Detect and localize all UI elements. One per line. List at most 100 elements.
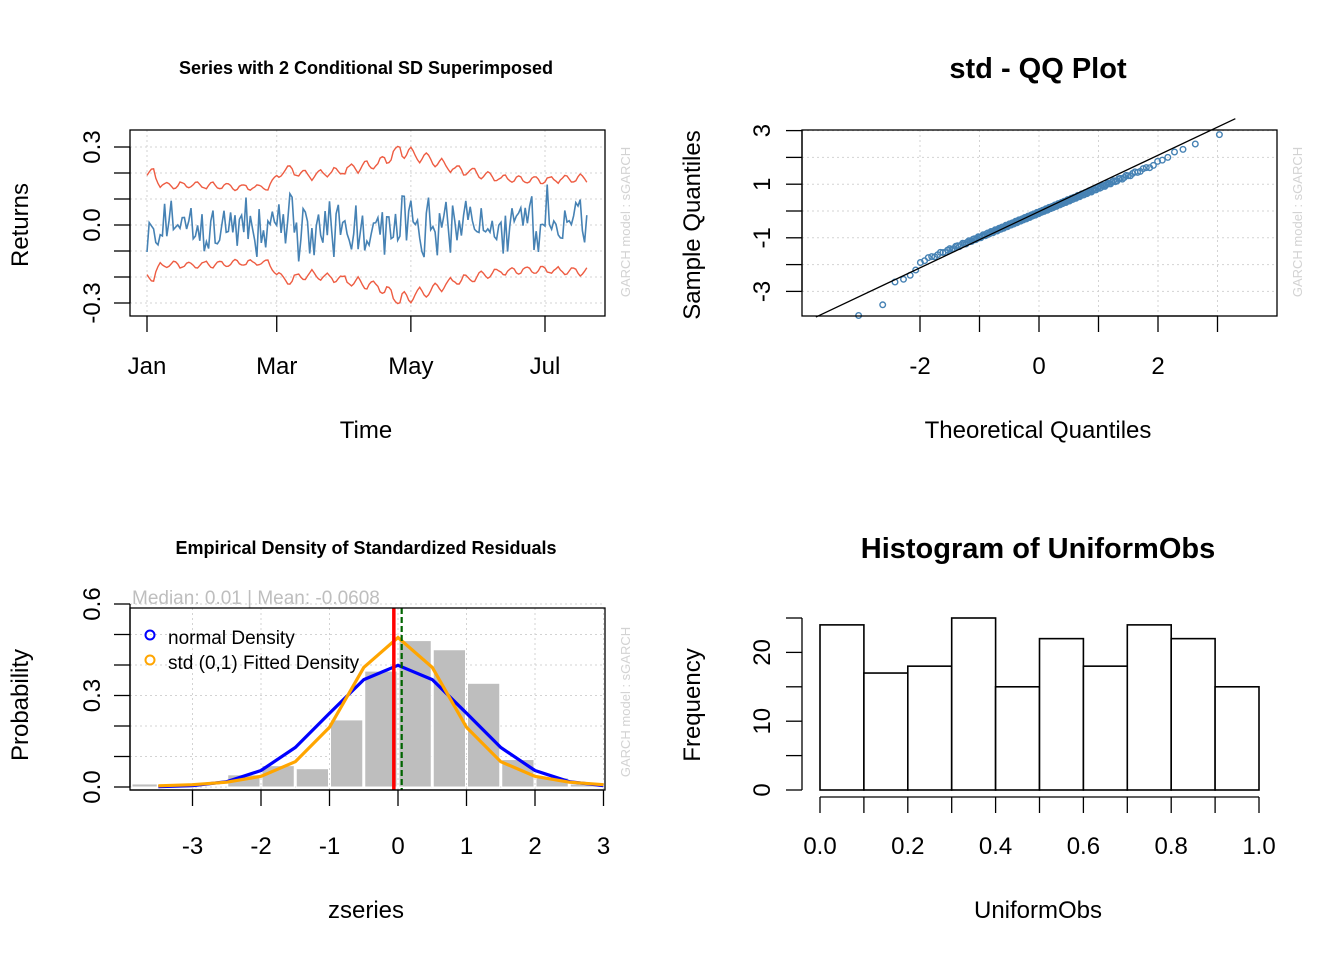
density-x-tick-label: -1 [319,833,340,860]
returns-panel: Series with 2 Conditional SD Superimpose… [7,58,633,444]
returns-lines [146,145,588,305]
returns-title: Series with 2 Conditional SD Superimpose… [179,58,553,78]
density-bars [131,640,603,788]
qq-point [1164,153,1172,161]
hist-bars [819,617,1260,791]
hist-bar [1126,624,1173,791]
density-ylabel: Probability [7,649,34,761]
density-xlabel: zseries [328,897,404,924]
qq-point [1158,156,1166,164]
hist-bar [819,624,865,791]
qq-point [924,254,932,262]
qq-x-tick-label: 0 [1032,353,1045,380]
qq-point [1191,140,1199,148]
qq-title: std - QQ Plot [949,53,1127,85]
hist-y-tick-label: 10 [749,708,776,735]
qq-point [879,301,887,309]
qq-y-tick-label: 1 [749,178,776,191]
hist-x-tick-label: 0.2 [891,833,924,860]
hist-y-tick-label: 0 [749,783,776,796]
returns-series-line [146,184,588,262]
hist-x-tick-label: 0.8 [1155,833,1188,860]
hist-bar [1170,637,1216,791]
density-x-tick-label: 3 [597,833,610,860]
hist-x-tick-label: 0.4 [979,833,1012,860]
qq-x-tick-label: 2 [1151,353,1164,380]
uniform-hist-panel: Histogram of UniformObs UniformObs Frequ… [679,533,1276,924]
qq-point [1139,165,1147,173]
hist-axes: 0.0 0.2 0.4 0.6 0.8 1.0 0 10 20 [749,617,1276,860]
hist-bar [1214,685,1260,791]
density-x-tick-label: 0 [391,833,404,860]
qq-points [815,118,1236,320]
density-bar [295,768,329,788]
density-x-tick-label: -2 [250,833,271,860]
hist-bar [906,665,953,791]
returns-x-tick-label: Jan [128,353,167,380]
returns-xlabel: Time [340,417,392,444]
density-title: Empirical Density of Standardized Residu… [175,538,556,558]
qq-ylabel: Sample Quantiles [679,130,706,319]
hist-ylabel: Frequency [679,648,706,761]
upper-2sd-line [146,145,588,192]
density-y-tick-label: 0.3 [79,679,106,712]
density-bar [131,783,158,788]
hist-x-tick-label: 0.6 [1067,833,1100,860]
density-x-tick-label: -3 [182,833,203,860]
density-legend: normal Density std (0,1) Fitted Density [144,628,360,674]
returns-x-tick-label: Mar [256,353,297,380]
returns-grid [130,130,605,316]
legend-normal-label: normal Density [168,628,295,649]
qq-side-label: GARCH model : sGARCH [1290,147,1305,297]
legend-std-marker [144,654,156,666]
density-plot-box [129,607,606,791]
qq-point [1170,148,1178,156]
lower-2sd-line [146,258,588,305]
returns-x-tick-label: Jul [530,353,561,380]
density-y-tick-label: 0.0 [79,770,106,803]
hist-y-tick-label: 20 [749,639,776,666]
qq-point [912,266,920,274]
density-x-tick-label: 1 [460,833,473,860]
qq-point [900,275,908,283]
qq-panel: std - QQ Plot Theoretical Quantiles Samp… [679,53,1305,444]
qq-y-tick-label: 3 [749,124,776,137]
density-bar [398,640,432,788]
qq-y-tick-label: -1 [749,227,776,248]
qq-point [1179,145,1187,153]
returns-ylabel: Returns [7,183,34,267]
hist-title: Histogram of UniformObs [861,533,1215,565]
qq-x-tick-label: -2 [909,353,930,380]
hist-bar [1038,637,1085,791]
hist-bar [994,685,1041,791]
hist-bar [1082,665,1129,791]
density-bar [330,719,364,788]
returns-y-tick-label: 0.0 [79,208,106,241]
hist-bar [863,672,909,791]
qq-xlabel: Theoretical Quantiles [925,417,1152,444]
hist-x-tick-label: 0.0 [803,833,836,860]
density-subtitle: Median: 0.01 | Mean: -0.0608 [132,588,380,609]
hist-bar [950,617,997,791]
density-x-tick-label: 2 [528,833,541,860]
qq-grid [802,130,1277,316]
returns-side-label: GARCH model : sGARCH [618,147,633,297]
qq-plot-box [801,129,1278,317]
density-axes: -3 -2 -1 0 1 2 3 0.0 0.3 0.6 [79,587,610,860]
qq-axes: -2 0 2 -3 -1 1 3 [749,124,1219,380]
hist-xlabel: UniformObs [974,897,1102,924]
legend-normal-marker [144,629,156,641]
qq-y-tick-label: -3 [749,281,776,302]
returns-x-tick-label: May [388,353,433,380]
returns-y-tick-label: -0.3 [79,282,106,323]
returns-y-tick-label: 0.3 [79,130,106,163]
returns-plot-box [129,129,606,317]
density-panel: Empirical Density of Standardized Residu… [7,538,633,924]
density-curves [158,635,604,789]
hist-x-tick-label: 1.0 [1242,833,1275,860]
legend-std-label: std (0,1) Fitted Density [168,653,360,674]
std-density-line [158,635,604,788]
qq-reference-line [815,118,1236,318]
qq-point [1142,164,1150,172]
